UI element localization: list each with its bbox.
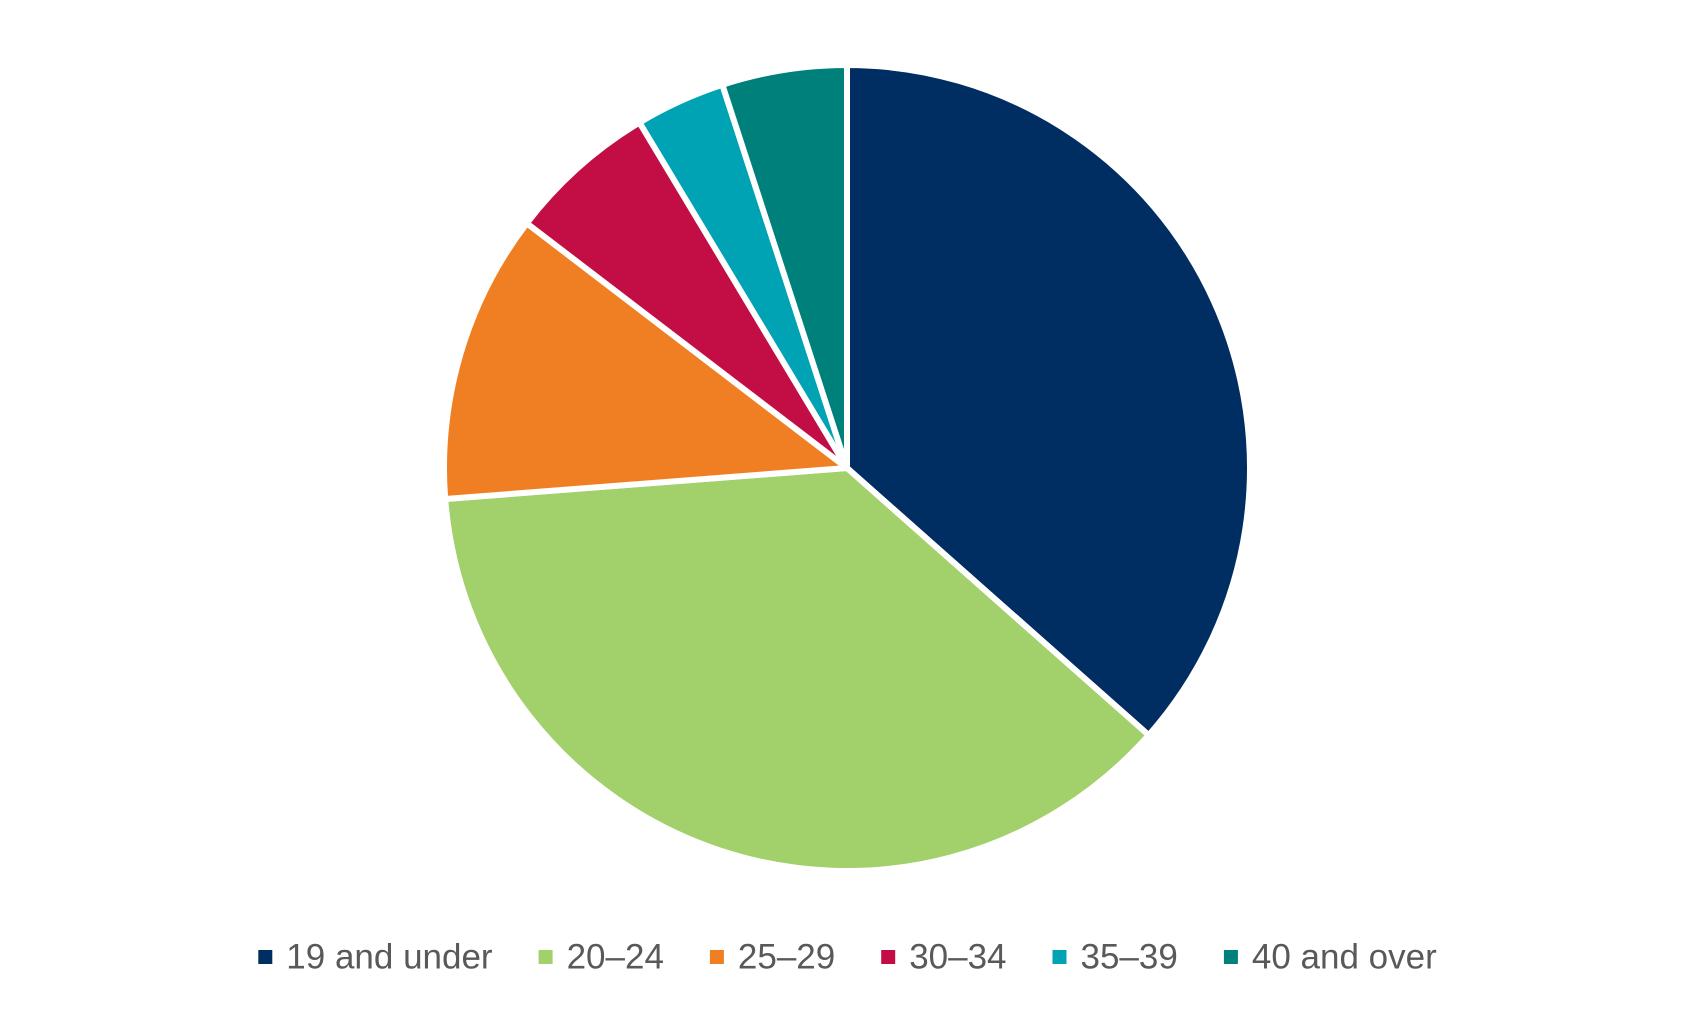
legend-swatch: [881, 950, 896, 964]
legend-label: 25–29: [738, 938, 835, 977]
legend-swatch: [538, 950, 553, 964]
legend-item-19-and-under: 19 and under: [258, 938, 493, 977]
legend-label: 30–34: [909, 938, 1006, 977]
legend-item-35-39: 35–39: [1052, 938, 1178, 977]
pie-slice-20-24: [442, 465, 1152, 874]
pie-slice-25-29: [441, 220, 850, 503]
legend-label: 19 and under: [286, 938, 493, 977]
legend-item-30-34: 30–34: [881, 938, 1007, 977]
pie-slice-19-and-under: [844, 62, 1253, 739]
legend-label: 40 and over: [1252, 938, 1437, 977]
legend-label: 35–39: [1081, 938, 1178, 977]
legend-label: 20–24: [567, 938, 664, 977]
pie-slices: [441, 62, 1253, 874]
chart-legend: 19 and under 20–24 25–29 30–34 35–39 40 and o…: [258, 938, 1437, 977]
legend-item-40-and-over: 40 and over: [1223, 938, 1437, 977]
legend-swatch: [1223, 950, 1238, 964]
legend-swatch: [258, 950, 273, 964]
legend-swatch: [709, 950, 724, 964]
legend-item-20-24: 20–24: [538, 938, 664, 977]
pie-slice-30-34: [523, 119, 850, 471]
legend-swatch: [1052, 950, 1067, 964]
legend-item-25-29: 25–29: [709, 938, 835, 977]
pie-slice-40-and-over: [719, 62, 850, 471]
